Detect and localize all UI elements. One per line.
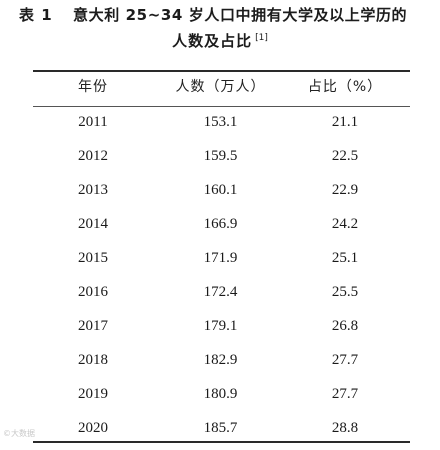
cell-share: 21.1 <box>331 114 359 130</box>
cell-year: 2017 <box>78 318 108 334</box>
table-header-rule <box>33 106 410 107</box>
cell-count: 171.9 <box>203 250 238 266</box>
table-top-rule <box>33 70 410 72</box>
cell-share: 22.5 <box>331 148 359 164</box>
cell-count: 180.9 <box>203 386 238 402</box>
cell-share: 24.2 <box>331 216 359 232</box>
cell-year: 2019 <box>78 386 108 402</box>
cell-share: 25.1 <box>331 250 359 266</box>
cell-count: 159.5 <box>203 148 238 164</box>
citation-marker: [1] <box>255 33 268 43</box>
cell-year: 2020 <box>78 420 108 436</box>
cell-count: 185.7 <box>203 420 238 436</box>
table-row: 2013 160.1 22.9 <box>33 179 410 201</box>
header-share: 占比（%） <box>307 79 383 95</box>
table-row: 2019 180.9 27.7 <box>33 383 410 405</box>
cell-share: 27.7 <box>331 352 359 368</box>
cell-share: 27.7 <box>331 386 359 402</box>
table-row: 2011 153.1 21.1 <box>33 111 410 133</box>
header-year: 年份 <box>78 79 108 95</box>
watermark: ©大数据 <box>3 429 35 438</box>
cell-count: 182.9 <box>203 352 238 368</box>
cell-count: 166.9 <box>203 216 238 232</box>
table-title-line1: 意大利 25~34 岁人口中拥有大学及以上学历的 <box>73 6 408 24</box>
cell-share: 25.5 <box>331 284 359 300</box>
cell-year: 2018 <box>78 352 108 368</box>
cell-share: 22.9 <box>331 182 359 198</box>
cell-count: 160.1 <box>203 182 238 198</box>
table-row: 2015 171.9 25.1 <box>33 247 410 269</box>
table-row: 2017 179.1 26.8 <box>33 315 410 337</box>
table-row: 2020 185.7 28.8 <box>33 417 410 439</box>
table-label: 表 1 <box>19 6 53 24</box>
table-caption: 表 1 意大利 25~34 岁人口中拥有大学及以上学历的 <box>0 4 440 26</box>
cell-count: 179.1 <box>203 318 238 334</box>
cell-year: 2016 <box>78 284 108 300</box>
cell-count: 153.1 <box>203 114 238 130</box>
table-bottom-rule <box>33 441 410 443</box>
table-title-line2-container: 人数及占比 [1] <box>0 30 440 52</box>
cell-share: 28.8 <box>331 420 359 436</box>
table-header-row: 年份 人数（万人） 占比（%） <box>33 76 410 98</box>
table-title-line2: 人数及占比 <box>172 32 253 50</box>
table-row: 2016 172.4 25.5 <box>33 281 410 303</box>
table-row: 2018 182.9 27.7 <box>33 349 410 371</box>
table-row: 2012 159.5 22.5 <box>33 145 410 167</box>
cell-share: 26.8 <box>331 318 359 334</box>
cell-year: 2014 <box>78 216 108 232</box>
header-count: 人数（万人） <box>175 79 266 95</box>
cell-year: 2011 <box>78 114 108 130</box>
cell-count: 172.4 <box>203 284 238 300</box>
table-row: 2014 166.9 24.2 <box>33 213 410 235</box>
cell-year: 2015 <box>78 250 108 266</box>
cell-year: 2013 <box>78 182 108 198</box>
cell-year: 2012 <box>78 148 108 164</box>
